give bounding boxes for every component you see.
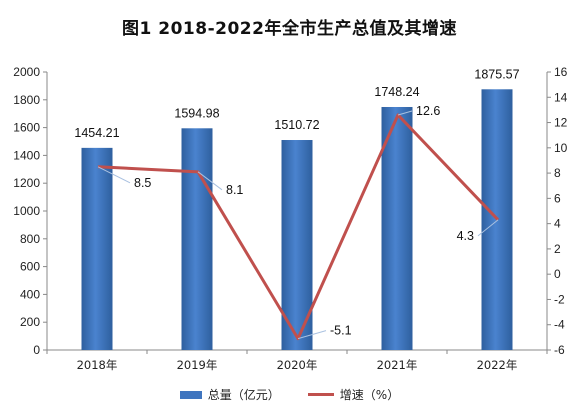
- left-tick-label: 1000: [13, 204, 40, 218]
- left-tick-label: 1800: [13, 93, 40, 107]
- legend-item-bar[interactable]: 总量（亿元）: [179, 386, 280, 403]
- right-tick-label: 6: [554, 191, 561, 205]
- rate-value-label: 8.5: [134, 176, 151, 190]
- right-tick-label: -4: [554, 318, 565, 332]
- left-tick-label: 1600: [13, 121, 40, 135]
- left-tick-label: 400: [20, 287, 40, 301]
- legend: 总量（亿元） 增速（%）: [0, 386, 579, 403]
- bar-value-label: 1748.24: [374, 85, 419, 99]
- left-tick-label: 0: [33, 343, 40, 357]
- legend-bar-label: 总量（亿元）: [207, 388, 280, 402]
- right-tick-label: 2: [554, 242, 561, 256]
- rate-leader-line: [397, 110, 413, 116]
- rate-leader-line: [197, 171, 223, 191]
- left-tick-label: 200: [20, 315, 40, 329]
- rate-value-label: 8.1: [226, 183, 243, 197]
- bar-2019年: [181, 128, 213, 350]
- legend-item-line[interactable]: 增速（%）: [307, 386, 400, 403]
- x-tick-label: 2020年: [277, 358, 318, 372]
- rate-leader-line: [97, 166, 131, 184]
- right-tick-label: 0: [554, 267, 561, 281]
- left-tick-label: 2000: [13, 65, 40, 79]
- right-tick-label: 12: [554, 116, 568, 130]
- x-tick-label: 2022年: [477, 358, 518, 372]
- bar-value-label: 1594.98: [174, 106, 219, 120]
- bar-2021年: [381, 106, 413, 351]
- right-tick-label: 4: [554, 217, 561, 231]
- left-tick-label: 1200: [13, 176, 40, 190]
- rate-value-label: 4.3: [457, 229, 474, 243]
- right-tick-label: -2: [554, 292, 565, 306]
- x-tick-label: 2021年: [377, 358, 418, 372]
- rate-value-label: -5.1: [330, 324, 352, 338]
- bar-value-label: 1875.57: [474, 67, 519, 81]
- right-tick-label: 14: [554, 90, 568, 104]
- right-tick-label: -6: [554, 343, 565, 357]
- x-tick-label: 2018年: [77, 358, 118, 372]
- left-tick-label: 600: [20, 260, 40, 274]
- legend-line-label: 增速（%）: [339, 388, 400, 402]
- bar-value-label: 1454.21: [74, 126, 119, 140]
- rate-leader-line: [297, 330, 327, 340]
- rate-value-label: 12.6: [416, 104, 440, 118]
- x-tick-label: 2019年: [177, 358, 218, 372]
- left-tick-label: 1400: [13, 148, 40, 162]
- chart-title: 图1 2018-2022年全市生产总值及其增速: [122, 19, 457, 39]
- bar-2018年: [81, 147, 113, 350]
- right-tick-label: 16: [554, 65, 568, 79]
- right-tick-label: 8: [554, 166, 561, 180]
- left-tick-label: 800: [20, 232, 40, 246]
- legend-bar-swatch: [179, 390, 202, 399]
- rate-leader-line: [477, 219, 499, 237]
- bar-value-label: 1510.72: [274, 118, 319, 132]
- legend-line-swatch: [307, 393, 334, 396]
- right-tick-label: 10: [554, 141, 568, 155]
